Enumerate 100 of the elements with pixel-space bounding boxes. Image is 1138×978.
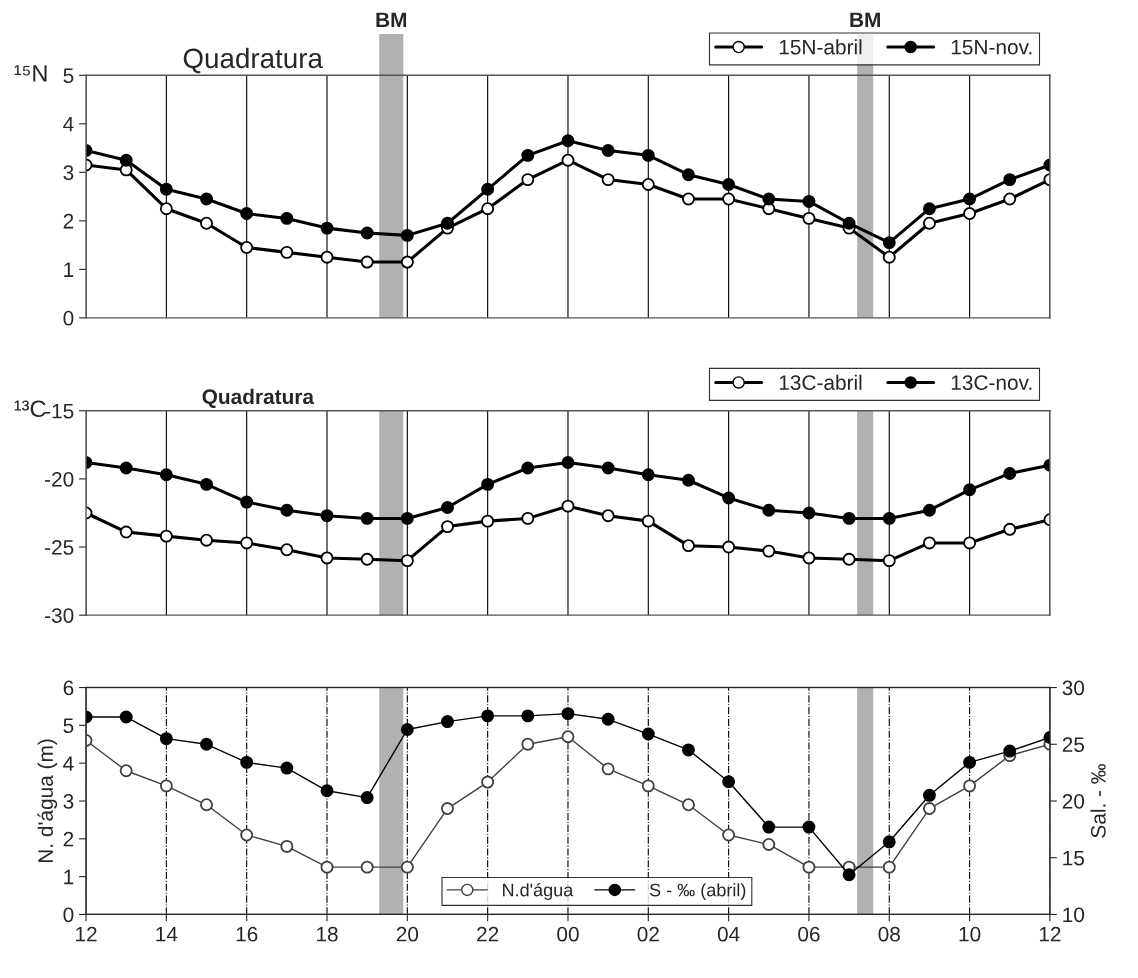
point bbox=[441, 520, 454, 534]
y-tick-label: 1 bbox=[64, 869, 74, 885]
point bbox=[159, 202, 173, 216]
point bbox=[200, 533, 213, 547]
point bbox=[641, 514, 655, 528]
point bbox=[641, 177, 655, 191]
point bbox=[1003, 192, 1017, 206]
point bbox=[119, 153, 133, 167]
point bbox=[601, 144, 615, 157]
point bbox=[963, 536, 977, 550]
point bbox=[400, 554, 414, 568]
point bbox=[320, 250, 334, 264]
point bbox=[159, 779, 173, 793]
point bbox=[963, 192, 977, 206]
point bbox=[320, 860, 334, 874]
point bbox=[481, 709, 495, 723]
point bbox=[682, 798, 695, 812]
point bbox=[1003, 522, 1017, 536]
point bbox=[762, 838, 776, 851]
point bbox=[601, 461, 615, 475]
point bbox=[682, 743, 695, 757]
point bbox=[119, 461, 133, 475]
y-axis-title: ¹³C bbox=[14, 400, 46, 418]
y-axis-title: ¹⁵N bbox=[14, 65, 47, 82]
point bbox=[882, 250, 896, 264]
legend-label: S - ‰ (abril) bbox=[649, 883, 746, 900]
y-tick-label: 4 bbox=[63, 117, 74, 132]
point bbox=[1003, 466, 1017, 480]
y-tick-label: 1 bbox=[64, 262, 74, 277]
x-tick-label: 12 bbox=[76, 926, 97, 942]
point bbox=[963, 483, 977, 497]
point bbox=[601, 509, 615, 523]
point bbox=[400, 228, 414, 242]
point bbox=[521, 173, 535, 187]
point bbox=[280, 543, 294, 557]
x-tick-label: 00 bbox=[557, 926, 579, 942]
point bbox=[641, 727, 655, 741]
point bbox=[922, 802, 936, 816]
point bbox=[922, 536, 936, 550]
point bbox=[400, 723, 414, 736]
point bbox=[561, 707, 575, 721]
point bbox=[802, 551, 816, 565]
point bbox=[682, 168, 695, 182]
point bbox=[159, 182, 173, 196]
point bbox=[400, 511, 414, 525]
point bbox=[922, 216, 936, 230]
point bbox=[922, 202, 936, 216]
point bbox=[922, 503, 936, 517]
point bbox=[280, 245, 294, 259]
point bbox=[159, 732, 173, 746]
x-tick-label: 18 bbox=[317, 926, 338, 942]
legend-label: 15N-nov. bbox=[951, 39, 1032, 55]
x-tick-label: 16 bbox=[236, 926, 258, 942]
point bbox=[722, 491, 736, 505]
point bbox=[521, 709, 535, 723]
point bbox=[722, 775, 736, 789]
point bbox=[842, 868, 856, 882]
point bbox=[641, 468, 655, 482]
y2-axis-title: Sal. - ‰ bbox=[1090, 763, 1106, 838]
point bbox=[441, 715, 454, 729]
point bbox=[521, 148, 535, 162]
point bbox=[963, 207, 977, 221]
legend-label: 13C-nov. bbox=[951, 375, 1032, 390]
point bbox=[481, 182, 495, 196]
point bbox=[601, 712, 615, 726]
point bbox=[682, 192, 695, 206]
y-tick-label: 5 bbox=[63, 68, 74, 84]
y2-tick-label: 15 bbox=[1063, 850, 1085, 866]
x-tick-label: 14 bbox=[156, 927, 178, 942]
y2-tick-label: 30 bbox=[1062, 680, 1085, 696]
point bbox=[722, 828, 736, 842]
point bbox=[481, 477, 495, 491]
point bbox=[802, 860, 816, 874]
point bbox=[1003, 744, 1017, 758]
point bbox=[240, 495, 254, 509]
point bbox=[200, 216, 213, 230]
point bbox=[481, 202, 495, 216]
band-label: BM bbox=[376, 12, 407, 27]
point bbox=[682, 539, 695, 553]
point bbox=[240, 207, 254, 221]
x-tick-label: 04 bbox=[717, 926, 740, 942]
point bbox=[1003, 173, 1017, 187]
point bbox=[320, 784, 334, 798]
point bbox=[722, 192, 736, 206]
point bbox=[320, 509, 334, 523]
y2-tick-label: 20 bbox=[1062, 793, 1085, 809]
chart-title: Quadratura bbox=[202, 388, 315, 408]
point bbox=[481, 514, 495, 528]
point bbox=[882, 554, 896, 568]
point bbox=[842, 552, 856, 566]
x-tick-label: 06 bbox=[798, 926, 820, 942]
point bbox=[240, 241, 254, 254]
y-tick-label: -15 bbox=[45, 403, 74, 419]
point bbox=[200, 798, 213, 812]
point bbox=[561, 134, 575, 148]
point bbox=[802, 820, 816, 834]
point bbox=[240, 536, 254, 550]
point bbox=[802, 194, 816, 208]
point bbox=[521, 737, 535, 751]
x-tick-label: 08 bbox=[878, 926, 900, 942]
